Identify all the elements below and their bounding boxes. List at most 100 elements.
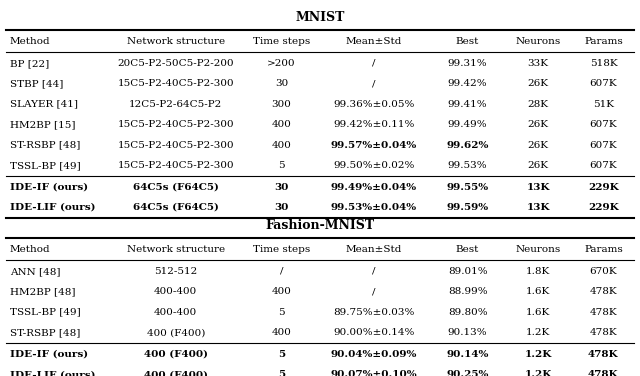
Text: 478K: 478K [589,308,617,317]
Text: 607K: 607K [589,79,617,88]
Text: 99.57%±0.04%: 99.57%±0.04% [330,141,417,150]
Text: 1.8K: 1.8K [526,267,550,276]
Text: 90.00%±0.14%: 90.00%±0.14% [333,328,414,337]
Text: 607K: 607K [589,120,617,129]
Text: /: / [372,79,376,88]
Text: /: / [280,267,283,276]
Text: 400: 400 [271,141,291,150]
Text: Best: Best [456,245,479,254]
Text: 90.07%±0.10%: 90.07%±0.10% [330,370,417,376]
Text: /: / [372,59,376,68]
Text: 99.42%±0.11%: 99.42%±0.11% [333,120,414,129]
Text: 26K: 26K [527,141,548,150]
Text: 99.53%: 99.53% [448,161,488,170]
Text: 400-400: 400-400 [154,287,197,296]
Text: 400: 400 [271,328,291,337]
Text: Method: Method [10,37,50,46]
Text: 90.14%: 90.14% [446,350,489,359]
Text: 99.59%: 99.59% [447,203,488,212]
Text: 400: 400 [271,120,291,129]
Text: Time steps: Time steps [253,37,310,46]
Text: Time steps: Time steps [253,245,310,254]
Text: Params: Params [584,245,623,254]
Text: 28K: 28K [527,100,548,109]
Text: 300: 300 [271,100,291,109]
Text: 26K: 26K [527,161,548,170]
Text: TSSL-BP [49]: TSSL-BP [49] [10,308,81,317]
Text: 99.62%: 99.62% [446,141,489,150]
Text: 15C5-P2-40C5-P2-300: 15C5-P2-40C5-P2-300 [118,141,234,150]
Text: /: / [372,287,376,296]
Text: 26K: 26K [527,120,548,129]
Text: 400 (F400): 400 (F400) [144,350,208,359]
Text: 15C5-P2-40C5-P2-300: 15C5-P2-40C5-P2-300 [118,161,234,170]
Text: 30: 30 [275,203,289,212]
Text: >200: >200 [267,59,296,68]
Text: 64C5s (F64C5): 64C5s (F64C5) [133,182,219,191]
Text: 5: 5 [278,350,285,359]
Text: 5: 5 [278,308,285,317]
Text: 89.75%±0.03%: 89.75%±0.03% [333,308,414,317]
Text: Network structure: Network structure [127,245,225,254]
Text: IDE-LIF (ours): IDE-LIF (ours) [10,370,95,376]
Text: 1.6K: 1.6K [526,308,550,317]
Text: Mean±Std: Mean±Std [346,245,402,254]
Text: ST-RSBP [48]: ST-RSBP [48] [10,141,80,150]
Text: 518K: 518K [589,59,617,68]
Text: 89.01%: 89.01% [448,267,488,276]
Text: ANN [48]: ANN [48] [10,267,60,276]
Text: IDE-LIF (ours): IDE-LIF (ours) [10,203,95,212]
Text: 5: 5 [278,161,285,170]
Text: 607K: 607K [589,141,617,150]
Text: 99.49%±0.04%: 99.49%±0.04% [331,182,417,191]
Text: 30: 30 [275,182,289,191]
Text: 90.04%±0.09%: 90.04%±0.09% [330,350,417,359]
Text: 88.99%: 88.99% [448,287,488,296]
Text: ST-RSBP [48]: ST-RSBP [48] [10,328,80,337]
Text: 400: 400 [271,287,291,296]
Text: 15C5-P2-40C5-P2-300: 15C5-P2-40C5-P2-300 [118,79,234,88]
Text: 99.42%: 99.42% [448,79,488,88]
Text: Fashion-MNIST: Fashion-MNIST [266,220,374,232]
Text: 51K: 51K [593,100,614,109]
Text: 99.36%±0.05%: 99.36%±0.05% [333,100,414,109]
Text: 1.2K: 1.2K [524,350,552,359]
Text: Best: Best [456,37,479,46]
Text: 607K: 607K [589,161,617,170]
Text: 90.13%: 90.13% [448,328,488,337]
Text: Neurons: Neurons [515,245,561,254]
Text: 478K: 478K [588,370,619,376]
Text: Mean±Std: Mean±Std [346,37,402,46]
Text: 5: 5 [278,370,285,376]
Text: 1.2K: 1.2K [524,370,552,376]
Text: 20C5-P2-50C5-P2-200: 20C5-P2-50C5-P2-200 [118,59,234,68]
Text: TSSL-BP [49]: TSSL-BP [49] [10,161,81,170]
Text: SLAYER [41]: SLAYER [41] [10,100,77,109]
Text: 99.50%±0.02%: 99.50%±0.02% [333,161,414,170]
Text: Neurons: Neurons [515,37,561,46]
Text: 12C5-P2-64C5-P2: 12C5-P2-64C5-P2 [129,100,223,109]
Text: 229K: 229K [588,182,619,191]
Text: 478K: 478K [589,328,617,337]
Text: 512-512: 512-512 [154,267,197,276]
Text: HM2BP [15]: HM2BP [15] [10,120,75,129]
Text: 670K: 670K [589,267,617,276]
Text: Params: Params [584,37,623,46]
Text: 1.6K: 1.6K [526,287,550,296]
Text: 99.55%: 99.55% [447,182,488,191]
Text: 99.31%: 99.31% [448,59,488,68]
Text: STBP [44]: STBP [44] [10,79,63,88]
Text: 26K: 26K [527,79,548,88]
Text: Network structure: Network structure [127,37,225,46]
Text: 400 (F400): 400 (F400) [144,370,208,376]
Text: 400-400: 400-400 [154,308,197,317]
Text: 229K: 229K [588,203,619,212]
Text: 33K: 33K [527,59,548,68]
Text: 99.49%: 99.49% [448,120,488,129]
Text: IDE-IF (ours): IDE-IF (ours) [10,182,88,191]
Text: 89.80%: 89.80% [448,308,488,317]
Text: 30: 30 [275,79,288,88]
Text: MNIST: MNIST [295,11,345,24]
Text: 1.2K: 1.2K [526,328,550,337]
Text: 13K: 13K [526,182,550,191]
